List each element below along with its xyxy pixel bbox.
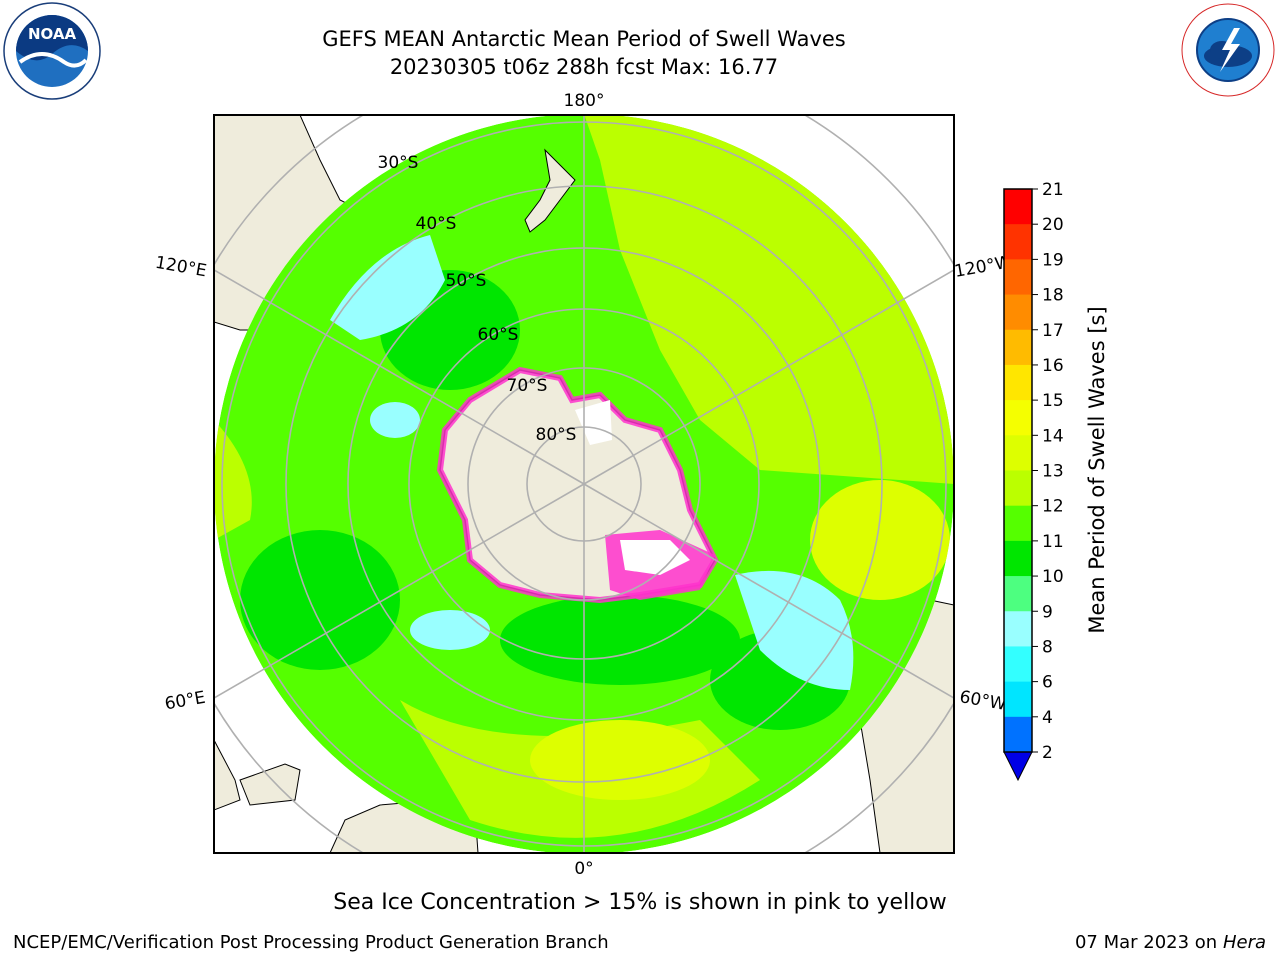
- colorbar-tick-label: 21: [1042, 180, 1064, 200]
- colorbar-tick-label: 15: [1042, 391, 1064, 411]
- map-subtitle: 20230305 t06z 288h fcst Max: 16.77: [389, 55, 779, 79]
- colorbar-tick-label: 14: [1042, 426, 1064, 446]
- colorbar-bin: [1004, 681, 1032, 718]
- colorbar-bin: [1004, 224, 1032, 260]
- colorbar-title: Mean Period of Swell Waves [s]: [1085, 306, 1109, 634]
- lon-label-180: 180°: [564, 91, 605, 111]
- colorbar-tick-label: 10: [1042, 567, 1064, 587]
- lat-label-50s: 50°S: [446, 271, 487, 291]
- colorbar-bin: [1004, 294, 1032, 331]
- colorbar-bin: [1004, 400, 1032, 436]
- colorbar: 21 20 19 18 17 16 15 14 13 12 11 10 9 8 6 4 2: [990, 170, 1070, 794]
- colorbar-tick-label: 12: [1042, 497, 1064, 517]
- map-frame: [213, 114, 955, 854]
- nws-logo: [1178, 0, 1278, 104]
- lon-label-120e: 120°E: [154, 253, 208, 282]
- lat-label-80s: 80°S: [536, 425, 577, 445]
- colorbar-bin: [1004, 259, 1032, 296]
- lat-label-30s: 30°S: [378, 153, 419, 173]
- map-title: GEFS MEAN Antarctic Mean Period of Swell…: [322, 27, 846, 51]
- lat-label-40s: 40°S: [416, 214, 457, 234]
- footer-credit: NCEP/EMC/Verification Post Processing Pr…: [13, 932, 609, 953]
- colorbar-bin: [1004, 540, 1032, 577]
- noaa-logo-text: NOAA: [28, 25, 77, 43]
- colorbar-tick-label: 13: [1042, 462, 1064, 482]
- colorbar-bin: [1004, 435, 1032, 471]
- colorbar-tick-label: 16: [1042, 356, 1064, 376]
- colorbar-bin: [1004, 646, 1032, 683]
- graticule: [214, 115, 954, 853]
- sea-ice-caption: Sea Ice Concentration > 15% is shown in …: [333, 890, 947, 915]
- footer-date: 07 Mar 2023 on Hera: [1075, 932, 1266, 953]
- colorbar-bin: [1004, 611, 1032, 647]
- colorbar-tick-label: 18: [1042, 286, 1064, 306]
- colorbar-bin: [1004, 329, 1032, 366]
- lat-label-70s: 70°S: [507, 376, 548, 396]
- colorbar-bin: [1004, 364, 1032, 401]
- colorbar-tick-label: 20: [1042, 215, 1064, 235]
- footer-machine: Hera: [1222, 932, 1266, 953]
- colorbar-tick-label: 19: [1042, 250, 1064, 270]
- colorbar-bin: [1004, 576, 1032, 612]
- colorbar-tick-label: 9: [1042, 602, 1053, 622]
- colorbar-tick-label: 6: [1042, 673, 1053, 693]
- colorbar-tick-label: 8: [1042, 637, 1053, 657]
- colorbar-tick-label: 4: [1042, 708, 1053, 728]
- noaa-logo: NOAA: [2, 2, 102, 106]
- colorbar-bin: [1004, 470, 1032, 507]
- colorbar-tick-label: 2: [1042, 743, 1053, 763]
- colorbar-tick-label: 17: [1042, 321, 1064, 341]
- lon-label-60e: 60°E: [163, 688, 207, 715]
- lat-label-60s: 60°S: [478, 325, 519, 345]
- colorbar-bin: [1004, 189, 1032, 225]
- colorbar-bin: [1004, 716, 1032, 753]
- colorbar-scale: 21 20 19 18 17 16 15 14 13 12 11 10 9 8 6 4 2: [1003, 180, 1064, 782]
- footer-date-text: 07 Mar 2023 on: [1074, 932, 1218, 953]
- lon-label-0: 0°: [574, 859, 593, 879]
- colorbar-extend-arrow: [1003, 751, 1033, 782]
- colorbar-tick-label: 11: [1042, 532, 1064, 552]
- colorbar-bin: [1004, 505, 1032, 542]
